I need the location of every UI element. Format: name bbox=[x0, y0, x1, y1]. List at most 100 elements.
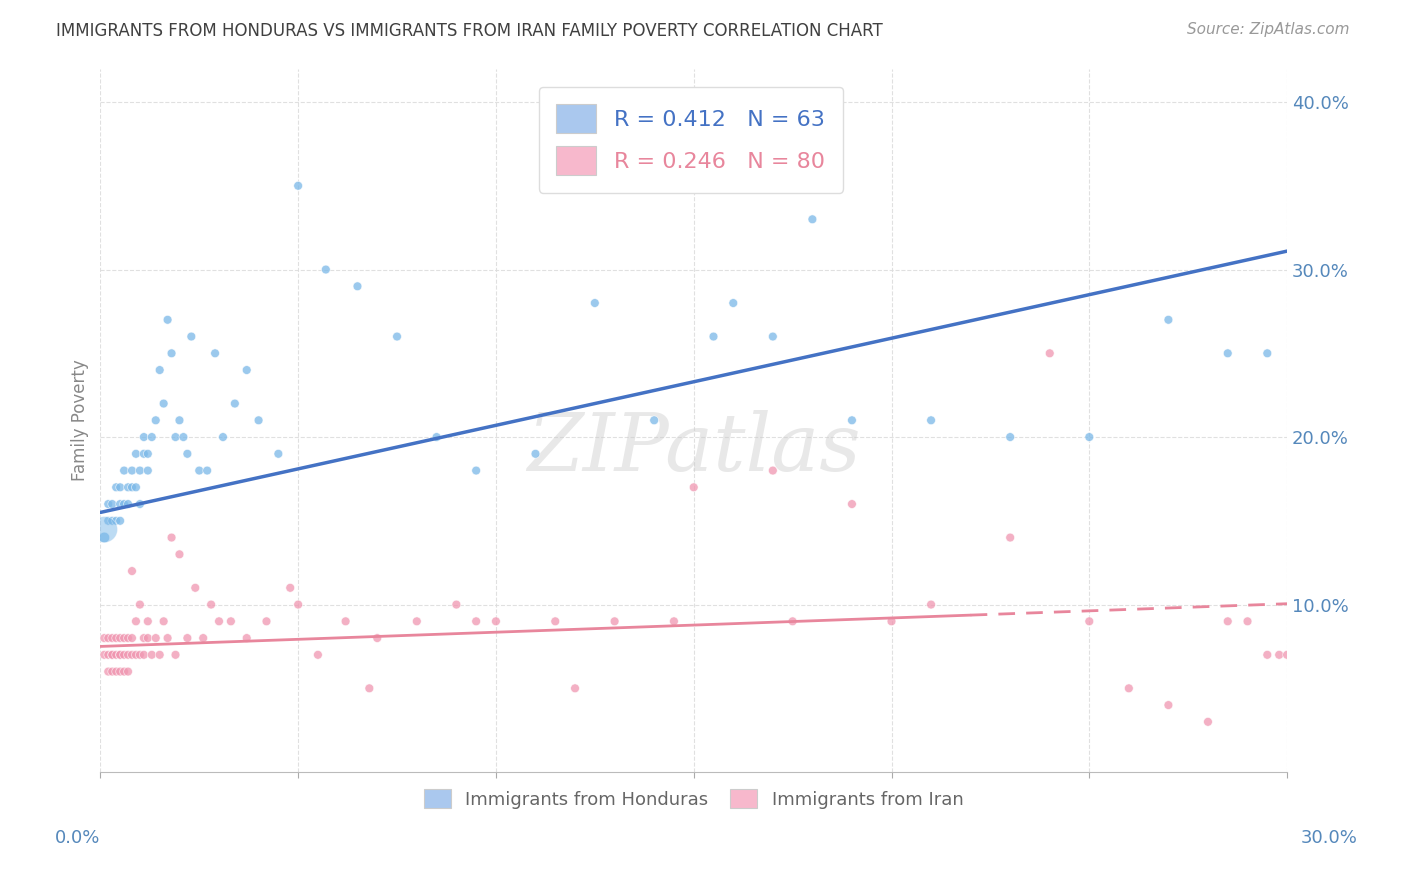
Point bbox=[117, 665, 139, 679]
Point bbox=[315, 262, 337, 277]
Point bbox=[184, 581, 207, 595]
Point bbox=[1216, 615, 1239, 629]
Point bbox=[108, 648, 131, 662]
Point bbox=[93, 522, 115, 536]
Point bbox=[152, 615, 174, 629]
Point bbox=[101, 497, 124, 511]
Point bbox=[156, 631, 179, 645]
Point bbox=[180, 329, 202, 343]
Point bbox=[112, 464, 135, 478]
Point bbox=[359, 681, 381, 696]
Point bbox=[235, 363, 257, 377]
Point bbox=[132, 648, 155, 662]
Point bbox=[136, 615, 159, 629]
Point bbox=[149, 363, 172, 377]
Point bbox=[97, 514, 120, 528]
Point bbox=[132, 447, 155, 461]
Point bbox=[1078, 615, 1101, 629]
Point bbox=[287, 178, 309, 193]
Point bbox=[446, 598, 468, 612]
Point bbox=[132, 430, 155, 444]
Point bbox=[267, 447, 290, 461]
Point bbox=[93, 648, 115, 662]
Point bbox=[702, 329, 724, 343]
Point bbox=[208, 615, 231, 629]
Point bbox=[108, 497, 131, 511]
Point bbox=[204, 346, 226, 360]
Point bbox=[841, 497, 863, 511]
Point bbox=[643, 413, 665, 427]
Point bbox=[920, 598, 942, 612]
Point bbox=[121, 631, 143, 645]
Point bbox=[112, 648, 135, 662]
Point bbox=[1118, 681, 1140, 696]
Point bbox=[841, 413, 863, 427]
Point bbox=[132, 631, 155, 645]
Point bbox=[256, 615, 278, 629]
Point bbox=[723, 296, 745, 310]
Point bbox=[524, 447, 547, 461]
Point bbox=[346, 279, 368, 293]
Point bbox=[880, 615, 903, 629]
Point bbox=[564, 681, 586, 696]
Point bbox=[762, 329, 785, 343]
Point bbox=[125, 615, 148, 629]
Point bbox=[405, 615, 427, 629]
Point bbox=[485, 615, 508, 629]
Point bbox=[145, 413, 167, 427]
Point bbox=[426, 430, 449, 444]
Point bbox=[101, 648, 124, 662]
Point bbox=[335, 615, 357, 629]
Point bbox=[112, 497, 135, 511]
Point bbox=[165, 648, 187, 662]
Point bbox=[1236, 615, 1258, 629]
Point bbox=[112, 631, 135, 645]
Point bbox=[278, 581, 301, 595]
Text: 0.0%: 0.0% bbox=[55, 829, 100, 847]
Point bbox=[108, 480, 131, 494]
Point bbox=[108, 665, 131, 679]
Point bbox=[105, 514, 128, 528]
Point bbox=[160, 346, 183, 360]
Point bbox=[172, 430, 194, 444]
Point bbox=[235, 631, 257, 645]
Point bbox=[801, 212, 824, 227]
Point bbox=[682, 480, 704, 494]
Point bbox=[105, 665, 128, 679]
Point bbox=[544, 615, 567, 629]
Point bbox=[193, 631, 215, 645]
Point bbox=[125, 447, 148, 461]
Point bbox=[101, 648, 124, 662]
Point bbox=[762, 464, 785, 478]
Point bbox=[108, 648, 131, 662]
Point bbox=[160, 531, 183, 545]
Point bbox=[108, 631, 131, 645]
Point bbox=[1157, 698, 1180, 712]
Point bbox=[219, 615, 242, 629]
Point bbox=[117, 480, 139, 494]
Point bbox=[129, 464, 152, 478]
Point bbox=[176, 631, 198, 645]
Legend: Immigrants from Honduras, Immigrants from Iran: Immigrants from Honduras, Immigrants fro… bbox=[416, 781, 970, 816]
Point bbox=[998, 531, 1021, 545]
Point bbox=[97, 648, 120, 662]
Point bbox=[105, 648, 128, 662]
Point bbox=[101, 665, 124, 679]
Point bbox=[129, 598, 152, 612]
Point bbox=[93, 531, 115, 545]
Point bbox=[662, 615, 685, 629]
Point bbox=[129, 497, 152, 511]
Point bbox=[176, 447, 198, 461]
Point bbox=[112, 665, 135, 679]
Point bbox=[1157, 313, 1180, 327]
Point bbox=[603, 615, 626, 629]
Point bbox=[141, 430, 163, 444]
Point bbox=[583, 296, 606, 310]
Point bbox=[117, 631, 139, 645]
Point bbox=[121, 464, 143, 478]
Point bbox=[165, 430, 187, 444]
Point bbox=[97, 631, 120, 645]
Point bbox=[307, 648, 329, 662]
Point bbox=[149, 648, 172, 662]
Point bbox=[188, 464, 211, 478]
